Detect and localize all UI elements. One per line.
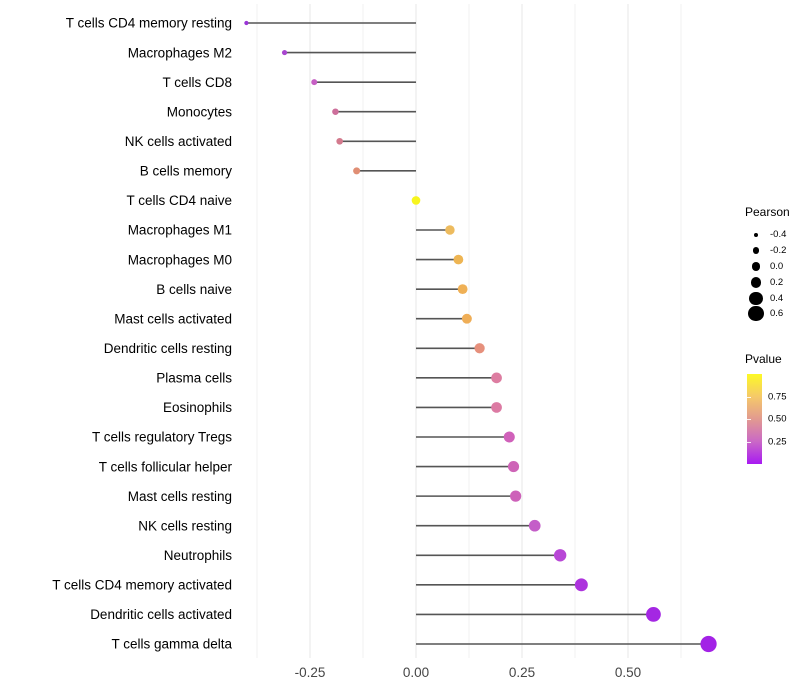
- lollipop-dot: [353, 167, 361, 175]
- lollipop-dot: [574, 578, 588, 592]
- category-label: Macrophages M1: [128, 223, 232, 238]
- pearson-legend-value: 0.6: [770, 308, 784, 320]
- pvalue-gradient-wrap: 0.75 0.50 0.25: [747, 374, 787, 464]
- category-label: Monocytes: [167, 104, 233, 119]
- lollipop-dot: [700, 635, 717, 653]
- category-label: T cells follicular helper: [99, 459, 233, 474]
- pearson-legend-dot: [749, 291, 763, 305]
- x-axis-tick-label: -0.25: [295, 665, 326, 680]
- lollipop-dot: [411, 196, 421, 205]
- pvalue-legend-title: Pvalue: [745, 352, 782, 366]
- pearson-legend-dot: [751, 262, 761, 271]
- pvalue-tick-mark: [747, 419, 751, 420]
- lollipop-dot: [311, 79, 318, 86]
- category-label: T cells CD8: [162, 75, 232, 90]
- lollipop-dot: [503, 431, 515, 443]
- pvalue-tick-mark: [747, 396, 751, 398]
- pearson-legend-entry: -0.4: [745, 227, 790, 243]
- lollipop-dot: [445, 225, 455, 235]
- pvalue-tick-label: 0.50: [768, 413, 787, 425]
- lollipop-dot: [491, 402, 502, 413]
- pearson-size-legend: Pearson -0.4 -0.2 0.0 0.2 0.4 0.6: [745, 205, 790, 322]
- category-label: Mast cells activated: [114, 311, 232, 326]
- lollipop-dot: [457, 284, 468, 295]
- pearson-legend-entry: 0.0: [745, 259, 790, 275]
- pvalue-tick-label: 0.25: [768, 436, 787, 447]
- category-label: B cells naive: [156, 282, 232, 297]
- pvalue-color-legend: Pvalue 0.75 0.50 0.25: [745, 352, 787, 464]
- lollipop-dot: [553, 549, 567, 562]
- x-axis-tick-label: 0.25: [509, 665, 535, 680]
- pearson-legend-value: 0.4: [770, 292, 784, 304]
- category-label: T cells CD4 memory resting: [66, 16, 232, 31]
- lollipop-dot: [474, 343, 485, 354]
- lollipop-dot: [491, 372, 502, 384]
- pearson-legend-dot: [750, 276, 762, 288]
- lollipop-dot: [461, 313, 472, 324]
- category-label: Eosinophils: [163, 400, 232, 415]
- pearson-legend-entries: -0.4 -0.2 0.0 0.2 0.4 0.6: [745, 227, 790, 322]
- category-label: NK cells activated: [125, 134, 232, 149]
- lollipop-dot: [646, 607, 661, 622]
- category-label: Macrophages M0: [128, 252, 232, 267]
- pvalue-tick-label: 0.75: [768, 391, 787, 402]
- lollipop-dot: [336, 137, 343, 145]
- lollipop-dot: [453, 254, 464, 265]
- pearson-legend-dot: [748, 306, 764, 322]
- pearson-legend-value: 0.2: [770, 276, 784, 288]
- pearson-legend-value: 0.0: [770, 260, 784, 272]
- category-label: Dendritic cells resting: [104, 341, 232, 356]
- pvalue-tick-mark: [747, 441, 751, 443]
- lollipop-dot: [281, 49, 288, 56]
- category-label: Mast cells resting: [128, 489, 232, 504]
- category-label: Neutrophils: [164, 548, 233, 563]
- category-label: T cells regulatory Tregs: [92, 430, 232, 445]
- lollipop-dot: [332, 108, 339, 115]
- category-label: Dendritic cells activated: [90, 607, 232, 622]
- category-label: B cells memory: [140, 164, 233, 179]
- pearson-legend-dot: [752, 247, 760, 254]
- pearson-legend-entry: 0.4: [745, 290, 790, 306]
- category-label: T cells CD4 memory activated: [52, 578, 232, 593]
- category-label: T cells CD4 naive: [126, 193, 232, 208]
- pearson-legend-value: -0.2: [770, 245, 787, 257]
- category-label: NK cells resting: [138, 518, 232, 533]
- lollipop-dot: [528, 519, 541, 532]
- x-axis-tick-label: 0.50: [615, 665, 641, 680]
- category-label: Macrophages M2: [128, 45, 232, 60]
- pearson-legend-entry: 0.6: [745, 306, 790, 322]
- x-axis-tick-label: 0.00: [403, 665, 429, 680]
- pearson-legend-entry: 0.2: [745, 274, 790, 290]
- lollipop-dot: [244, 20, 249, 26]
- pearson-legend-value: -0.4: [770, 229, 787, 241]
- lollipop-dot: [507, 460, 520, 473]
- pearson-legend-entry: -0.2: [745, 243, 790, 259]
- lollipop-dot: [510, 490, 522, 502]
- category-label: T cells gamma delta: [111, 637, 232, 652]
- pearson-legend-title: Pearson: [745, 205, 790, 219]
- category-label: Plasma cells: [156, 371, 232, 386]
- pearson-legend-dot: [753, 232, 759, 237]
